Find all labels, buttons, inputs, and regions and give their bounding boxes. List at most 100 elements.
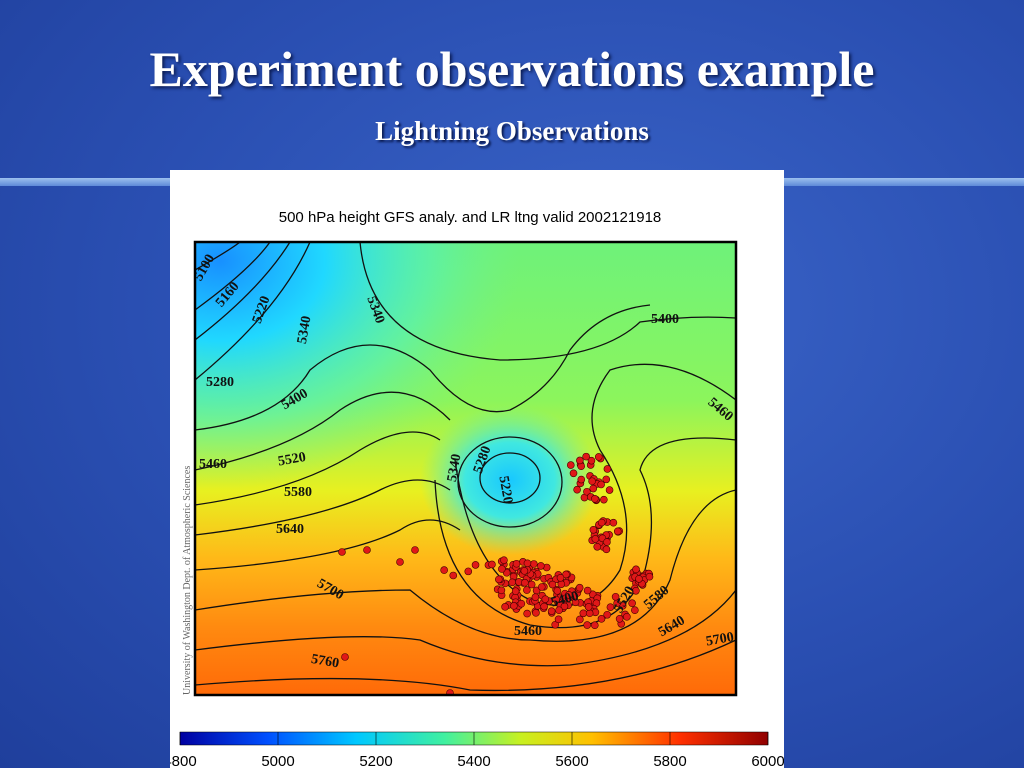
lightning-strike [609, 518, 618, 527]
lightning-strike [603, 538, 611, 546]
lightning-strike [530, 560, 538, 568]
lightning-strike [577, 475, 586, 484]
contour-label: 5340 [445, 453, 465, 483]
slide-title: Experiment observations example [149, 41, 875, 97]
lightning-strike [501, 603, 509, 611]
lightning-strike [537, 583, 546, 591]
lightning-strike [635, 575, 643, 583]
lightning-strike [548, 580, 557, 589]
lightning-strike [521, 578, 529, 587]
lightning-strike [341, 653, 349, 661]
lightning-strike [555, 606, 563, 615]
lightning-strike [569, 469, 578, 478]
lightning-strike [590, 621, 599, 630]
lightning-strike [541, 595, 550, 603]
lightning-strike [511, 587, 520, 596]
contour-label-group: 5220 [495, 475, 515, 505]
contour-label: 5760 [310, 652, 340, 672]
lightning-strike [500, 556, 508, 564]
lightning-strike [602, 545, 611, 554]
lightning-strike [495, 575, 503, 584]
contour-label-group: 5460 [199, 457, 227, 472]
lightning-strike [497, 586, 506, 595]
lightning-strike [512, 559, 521, 568]
contour-label-group: 5580 [284, 485, 312, 500]
contour-label: 5640 [276, 522, 304, 537]
lightning-strike [547, 607, 556, 615]
lightning-strike [597, 615, 606, 623]
lightning-strike [556, 574, 565, 582]
lightning-strike [440, 566, 448, 574]
lightning-strike [602, 475, 611, 484]
lightning-strike [520, 567, 529, 575]
lightning-strike [615, 614, 624, 623]
contour-label-group: 5460 [514, 624, 542, 639]
lightning-strike [540, 602, 548, 611]
lightning-strike [576, 615, 584, 624]
lightning-strike [579, 609, 588, 618]
lightning-strike [597, 480, 605, 489]
lightning-strike [594, 453, 603, 461]
lightning-strike [582, 452, 590, 461]
lightning-strike [573, 485, 581, 494]
lightning-strike [508, 578, 517, 587]
lightning-strike [583, 487, 591, 496]
figure-title: 500 hPa height GFS analy. and LR ltng va… [279, 209, 662, 226]
lightning-strike [363, 546, 371, 554]
colorbar-tick-label: 4800 [170, 753, 197, 768]
lightning-strike [603, 465, 612, 473]
lightning-strike [537, 562, 545, 570]
contour-label: 5280 [206, 375, 234, 390]
lightning-strike [589, 484, 598, 493]
lightning-strike [396, 558, 404, 566]
lightning-strike [611, 592, 620, 601]
contour-label-group: 5280 [206, 375, 234, 390]
figure: 500 hPa height GFS analy. and LR ltng va… [170, 170, 784, 768]
lightning-strike [593, 542, 602, 551]
contour-label: 5400 [651, 312, 679, 327]
lightning-strike [338, 548, 346, 556]
contour-label-group: 5760 [310, 652, 340, 672]
lightning-strike [531, 593, 540, 601]
map-frame [193, 240, 738, 697]
lightning-strike [532, 609, 540, 617]
lightning-strike [583, 586, 592, 595]
lightning-strike [554, 615, 563, 624]
lightning-strike [471, 561, 480, 569]
lightning-strike [498, 565, 506, 573]
slide-subtitle: Lightning Observations [375, 116, 649, 146]
colorbar-tick-label: 5800 [653, 753, 686, 768]
lightning-strike [589, 525, 598, 534]
lightning-strike [517, 599, 526, 608]
lightning-strike [632, 586, 640, 595]
lightning-strike [510, 602, 518, 610]
lightning-strike [523, 559, 532, 568]
lightning-strike [583, 621, 591, 629]
contour-label: 5220 [495, 475, 515, 505]
colorbar-tick-label: 5200 [359, 753, 392, 768]
lightning-strike [591, 495, 599, 503]
colorbar-tick-label: 5400 [457, 753, 490, 768]
lightning-strike [645, 572, 654, 581]
contour-label: 5700 [705, 630, 735, 650]
lightning-strike [566, 461, 575, 469]
colorbar-tick-label: 5600 [555, 753, 588, 768]
lightning-strike [587, 456, 596, 465]
lightning-strike [565, 591, 573, 599]
credit: University of Washington Dept. of Atmosp… [182, 466, 193, 695]
lightning-strike [523, 609, 531, 618]
lightning-strike [527, 580, 536, 589]
contour-label-group: 5640 [276, 522, 304, 537]
lightning-strike [623, 613, 631, 621]
lightning-strike [613, 527, 622, 536]
contour-label-group: 5400 [651, 312, 679, 327]
contour-label: 5460 [199, 457, 227, 472]
contour-label-group: 5340 [295, 315, 315, 345]
lightning-strike [523, 586, 531, 594]
lightning-strike [628, 599, 636, 608]
colorbar-tick-label: 6000 [751, 753, 784, 768]
contour-label: 5400 [549, 589, 580, 611]
lightning-strike [575, 583, 584, 592]
